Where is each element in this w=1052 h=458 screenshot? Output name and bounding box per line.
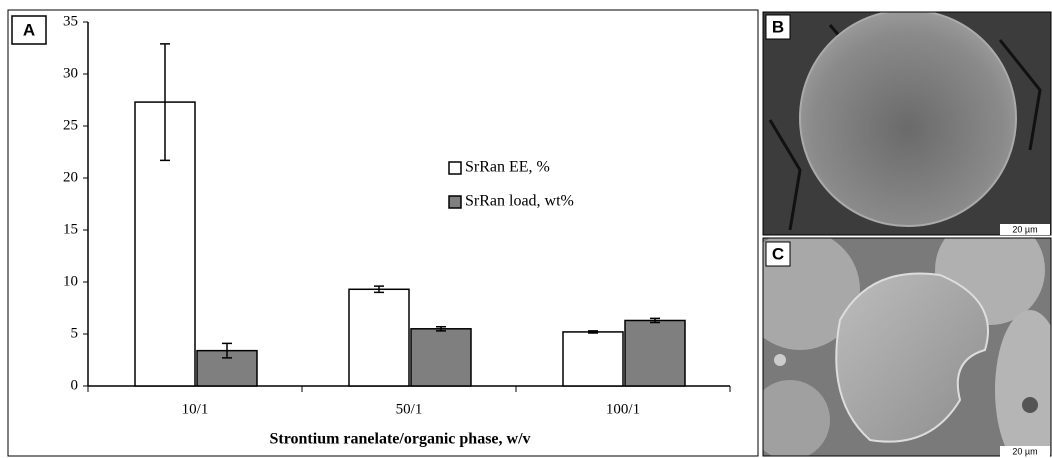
error-bar	[222, 342, 232, 359]
bar	[624, 319, 686, 387]
bar	[348, 288, 410, 387]
legend-swatch	[448, 161, 462, 175]
bar	[562, 331, 624, 387]
error-bar	[436, 325, 446, 332]
y-tick-label: 15	[63, 221, 78, 237]
image-frame	[762, 11, 1052, 236]
sem-image-b	[763, 12, 1051, 235]
x-tick-label: 50/1	[396, 401, 423, 417]
y-tick-label: 5	[71, 325, 79, 341]
y-tick-label: 35	[63, 13, 78, 29]
panel-label-box	[765, 14, 791, 40]
panel-label-box	[765, 241, 791, 267]
scale-bar	[1000, 446, 1050, 457]
scale-bar	[1000, 224, 1050, 235]
y-tick-label: 30	[63, 65, 78, 81]
error-bar	[374, 285, 384, 294]
y-tick-label: 10	[63, 273, 78, 289]
y-tick-label: 20	[63, 169, 78, 185]
panel-frame	[7, 9, 759, 457]
panel-label-box	[11, 15, 47, 45]
image-frame	[762, 237, 1052, 457]
legend-swatch	[448, 195, 462, 209]
x-tick-label: 100/1	[606, 401, 640, 417]
panel-label: C	[772, 244, 784, 263]
sem-image-c	[763, 238, 1051, 456]
y-tick-label: 0	[71, 377, 79, 393]
legend-label: SrRan load, wt%	[465, 193, 574, 210]
x-axis-title: Strontium ranelate/organic phase, w/v	[269, 431, 530, 448]
panel-label: B	[772, 17, 784, 36]
error-bar	[588, 330, 598, 334]
legend-label: SrRan EE, %	[465, 159, 550, 176]
scale-bar-label: 20 µm	[1012, 224, 1037, 234]
error-bar	[650, 317, 660, 324]
y-tick-label: 25	[63, 117, 78, 133]
x-tick-label: 10/1	[182, 401, 209, 417]
error-bar	[160, 43, 170, 162]
scale-bar-label: 20 µm	[1012, 446, 1037, 456]
panel-label: A	[23, 20, 35, 39]
bar	[410, 328, 472, 387]
